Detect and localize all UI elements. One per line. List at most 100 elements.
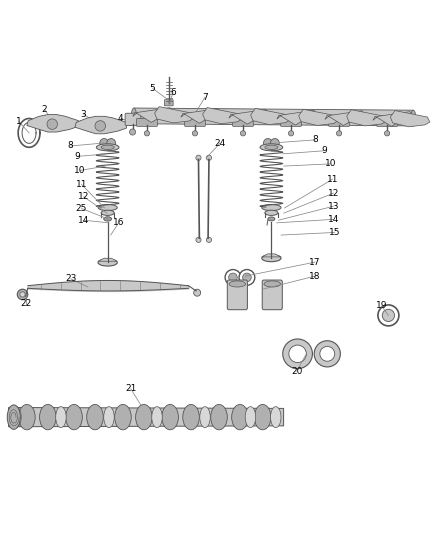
Polygon shape bbox=[134, 108, 413, 126]
Circle shape bbox=[145, 131, 150, 136]
Ellipse shape bbox=[229, 281, 246, 287]
FancyBboxPatch shape bbox=[377, 118, 398, 126]
Ellipse shape bbox=[411, 110, 416, 126]
Text: 1: 1 bbox=[16, 117, 22, 126]
Circle shape bbox=[194, 289, 201, 296]
Circle shape bbox=[289, 345, 306, 362]
Text: 6: 6 bbox=[170, 88, 176, 97]
Ellipse shape bbox=[254, 405, 271, 430]
Text: 12: 12 bbox=[78, 192, 89, 201]
Text: 11: 11 bbox=[327, 175, 338, 184]
Circle shape bbox=[206, 155, 212, 160]
Circle shape bbox=[225, 270, 241, 285]
Text: 25: 25 bbox=[76, 204, 87, 213]
Ellipse shape bbox=[104, 407, 114, 427]
Text: 24: 24 bbox=[214, 139, 226, 148]
Ellipse shape bbox=[200, 407, 210, 427]
Polygon shape bbox=[325, 111, 364, 125]
Circle shape bbox=[288, 131, 293, 136]
Ellipse shape bbox=[262, 205, 281, 211]
Ellipse shape bbox=[260, 144, 283, 151]
Ellipse shape bbox=[7, 405, 20, 430]
Ellipse shape bbox=[56, 407, 66, 427]
Text: 8: 8 bbox=[68, 141, 74, 150]
Polygon shape bbox=[277, 110, 316, 125]
Circle shape bbox=[196, 237, 201, 243]
Text: 15: 15 bbox=[329, 228, 340, 237]
Text: 16: 16 bbox=[113, 219, 124, 228]
Polygon shape bbox=[373, 111, 412, 126]
Ellipse shape bbox=[268, 217, 275, 221]
Circle shape bbox=[243, 273, 251, 282]
Circle shape bbox=[336, 131, 342, 136]
Text: 14: 14 bbox=[78, 216, 89, 225]
FancyBboxPatch shape bbox=[262, 280, 283, 310]
Text: 21: 21 bbox=[125, 384, 137, 393]
Text: 11: 11 bbox=[76, 180, 87, 189]
Polygon shape bbox=[181, 109, 220, 123]
Polygon shape bbox=[9, 408, 284, 427]
Ellipse shape bbox=[98, 259, 117, 266]
Text: 23: 23 bbox=[65, 274, 76, 283]
Ellipse shape bbox=[211, 405, 227, 430]
FancyBboxPatch shape bbox=[227, 280, 247, 310]
Ellipse shape bbox=[18, 405, 35, 430]
Text: 4: 4 bbox=[118, 114, 124, 123]
Circle shape bbox=[107, 139, 116, 147]
Ellipse shape bbox=[264, 281, 281, 287]
Ellipse shape bbox=[87, 405, 103, 430]
Polygon shape bbox=[229, 109, 268, 124]
Text: 19: 19 bbox=[376, 301, 387, 310]
Text: 9: 9 bbox=[74, 152, 80, 161]
Circle shape bbox=[130, 129, 136, 135]
Polygon shape bbox=[133, 108, 172, 123]
Text: 10: 10 bbox=[74, 166, 86, 175]
FancyBboxPatch shape bbox=[281, 118, 301, 126]
Ellipse shape bbox=[96, 144, 119, 151]
Circle shape bbox=[239, 270, 255, 285]
Ellipse shape bbox=[136, 405, 152, 430]
Text: 13: 13 bbox=[328, 202, 339, 211]
Text: 2: 2 bbox=[42, 105, 47, 114]
Circle shape bbox=[271, 139, 279, 147]
Ellipse shape bbox=[66, 405, 82, 430]
Text: 7: 7 bbox=[202, 93, 208, 102]
Polygon shape bbox=[251, 108, 290, 125]
Ellipse shape bbox=[183, 405, 199, 430]
Circle shape bbox=[382, 309, 395, 321]
Ellipse shape bbox=[11, 407, 21, 427]
Text: 10: 10 bbox=[325, 159, 336, 168]
Polygon shape bbox=[299, 109, 338, 125]
Ellipse shape bbox=[104, 217, 112, 221]
FancyBboxPatch shape bbox=[184, 118, 205, 126]
Ellipse shape bbox=[265, 145, 278, 149]
Polygon shape bbox=[75, 116, 127, 134]
Circle shape bbox=[206, 237, 212, 243]
Polygon shape bbox=[98, 258, 117, 261]
Text: 3: 3 bbox=[81, 110, 87, 119]
Polygon shape bbox=[27, 115, 78, 132]
Ellipse shape bbox=[262, 255, 281, 262]
Text: 9: 9 bbox=[321, 146, 327, 155]
Ellipse shape bbox=[98, 205, 117, 211]
Text: 12: 12 bbox=[328, 189, 339, 198]
Text: 18: 18 bbox=[309, 272, 321, 280]
Circle shape bbox=[314, 341, 340, 367]
FancyBboxPatch shape bbox=[137, 118, 157, 126]
Circle shape bbox=[283, 339, 312, 369]
Circle shape bbox=[100, 139, 109, 147]
Polygon shape bbox=[203, 108, 242, 124]
Circle shape bbox=[229, 273, 237, 282]
Ellipse shape bbox=[101, 145, 114, 149]
Ellipse shape bbox=[265, 210, 278, 215]
Ellipse shape bbox=[101, 210, 114, 215]
Circle shape bbox=[17, 289, 28, 300]
Ellipse shape bbox=[131, 108, 137, 124]
Ellipse shape bbox=[152, 407, 162, 427]
Ellipse shape bbox=[245, 407, 256, 427]
Circle shape bbox=[196, 155, 201, 160]
Ellipse shape bbox=[271, 407, 281, 427]
Ellipse shape bbox=[39, 405, 56, 430]
Circle shape bbox=[240, 131, 246, 136]
Polygon shape bbox=[155, 107, 194, 123]
